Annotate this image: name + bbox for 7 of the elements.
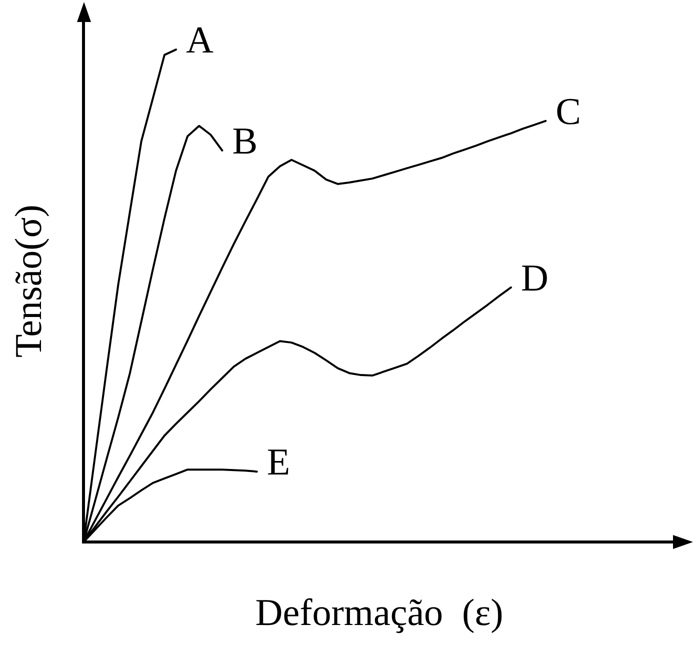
x-axis-title: Deformação (ε)	[255, 592, 504, 634]
series-label: B	[232, 120, 258, 162]
series-label: C	[556, 90, 581, 133]
series-label: A	[186, 20, 214, 62]
series-label: E	[266, 442, 290, 484]
series-label: D	[520, 257, 548, 300]
y-axis-title: Tensão(σ)	[8, 204, 50, 358]
